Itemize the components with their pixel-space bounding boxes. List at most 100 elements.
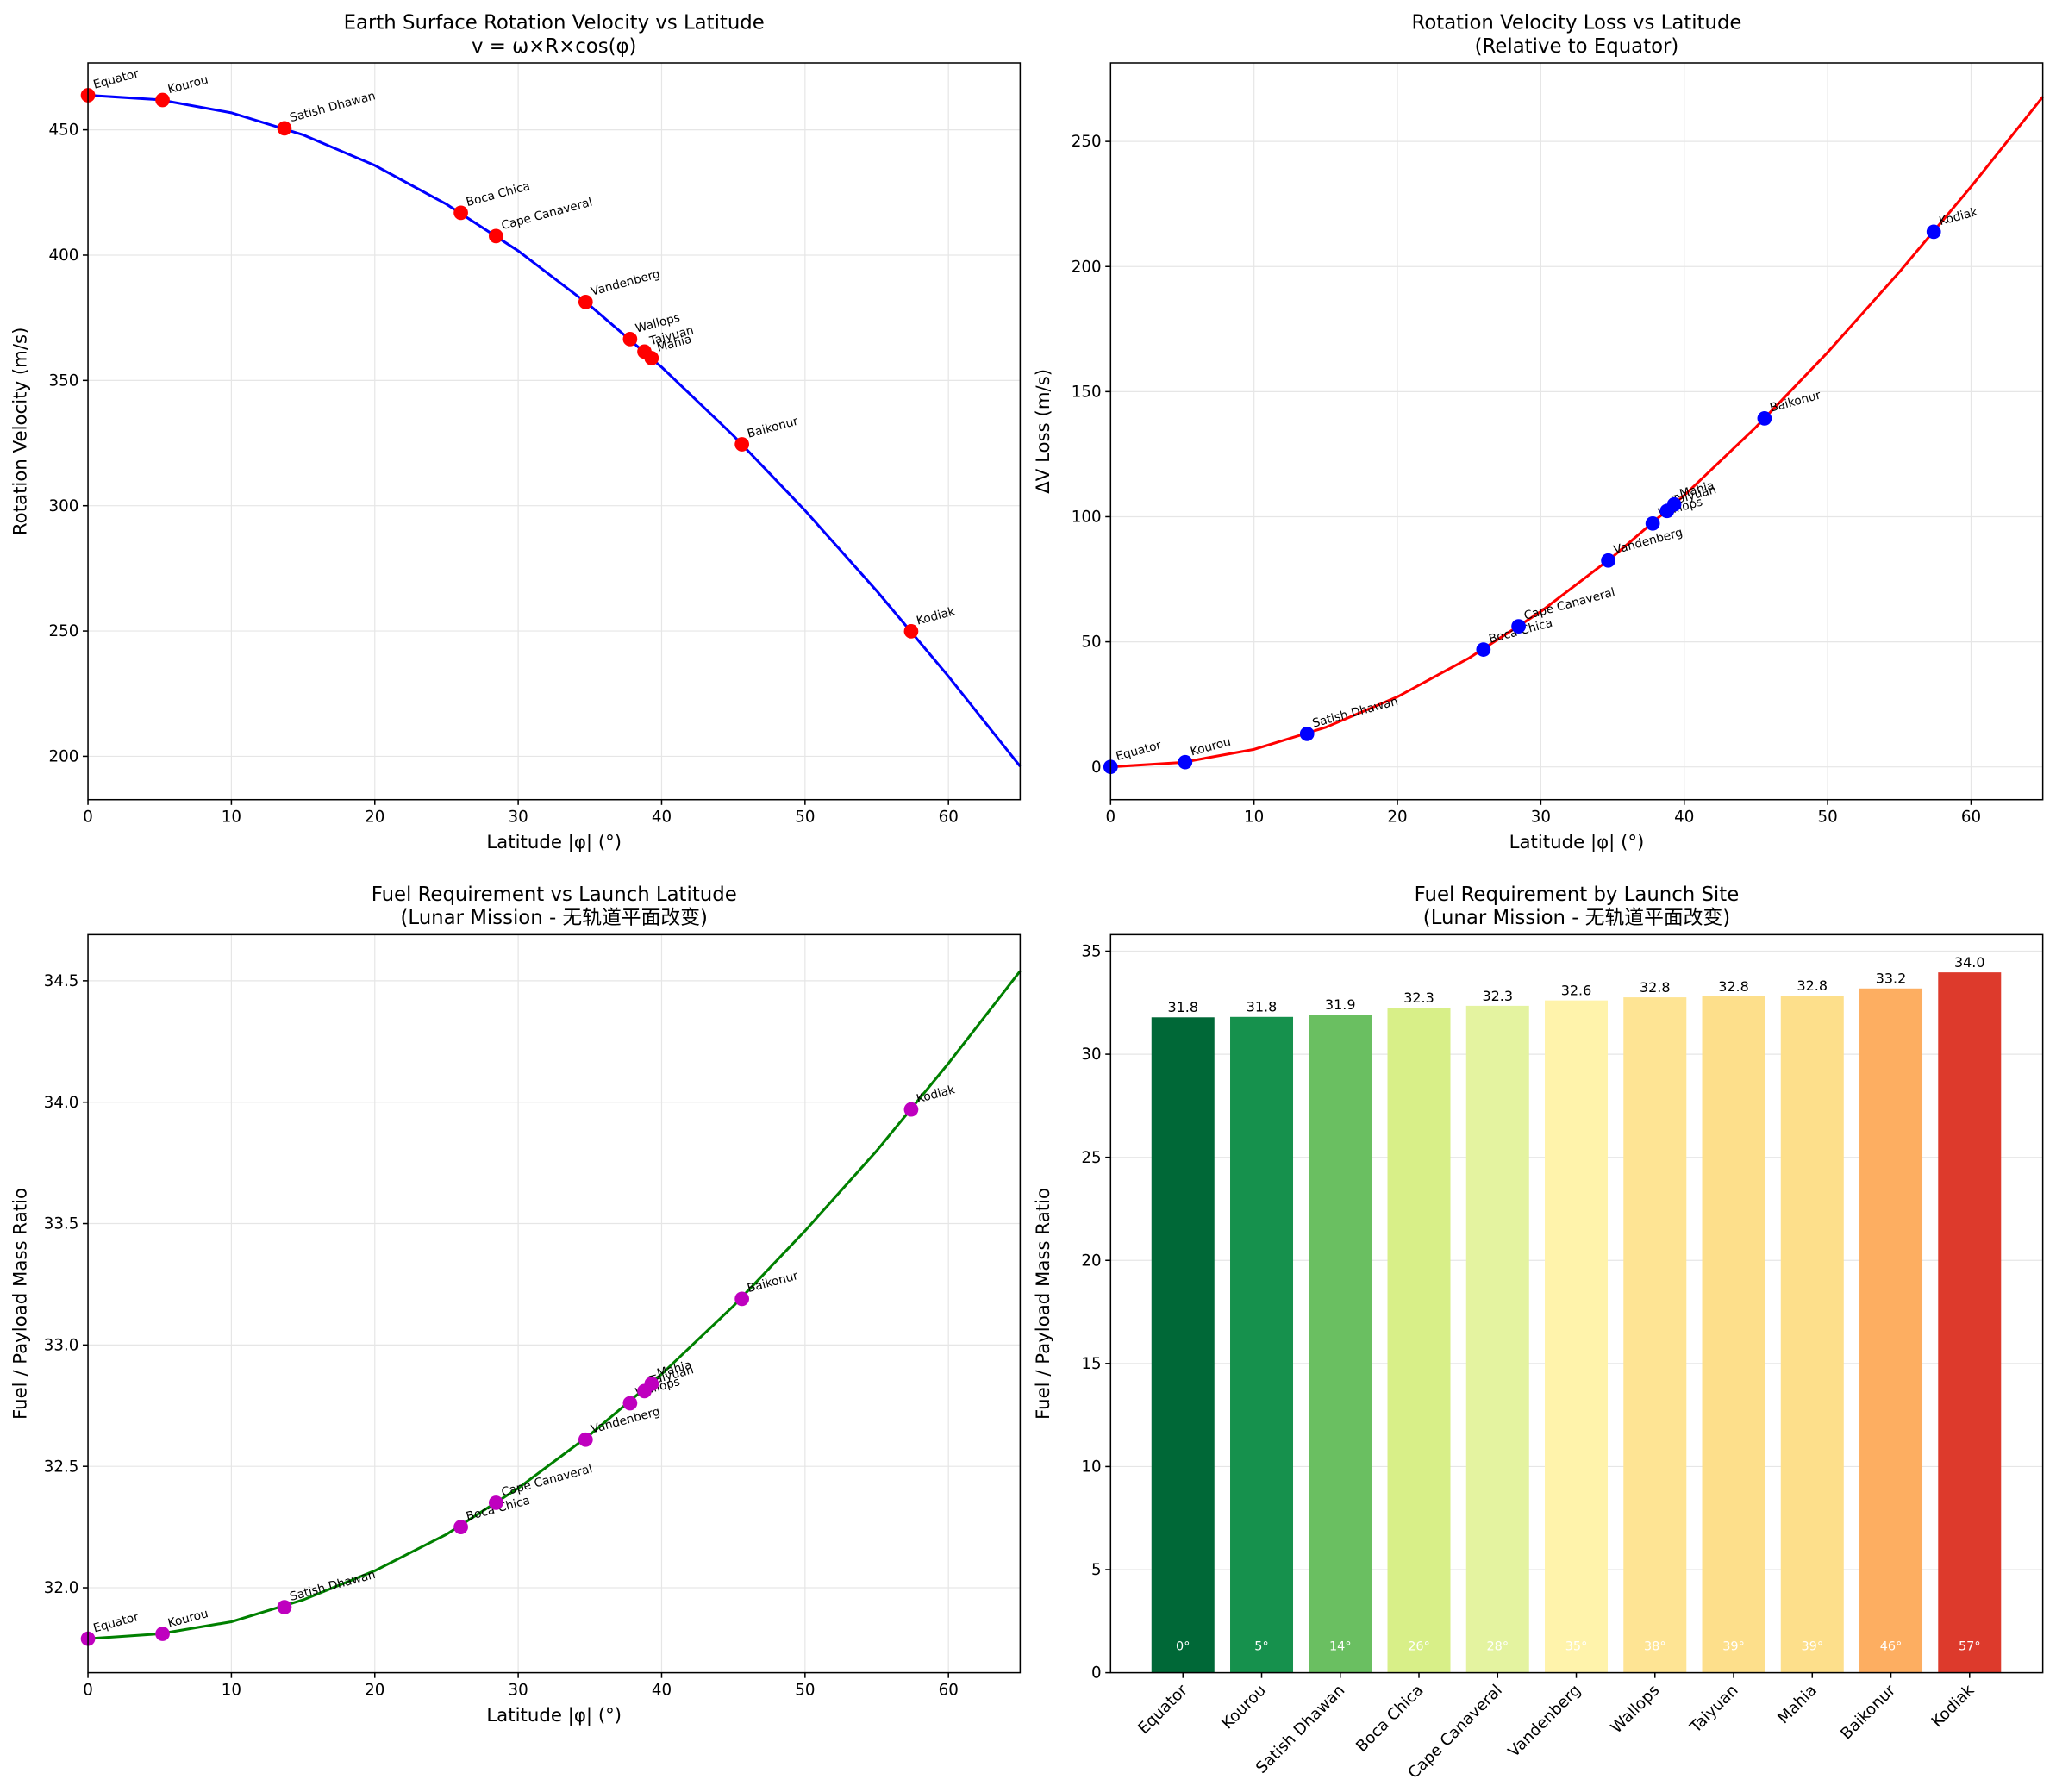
x-tick-label: 20: [365, 1681, 384, 1699]
point: [578, 1432, 593, 1447]
y-tick-label: 200: [49, 748, 79, 766]
bar-latitude-label: 35°: [1565, 1640, 1588, 1654]
point-annotation: Kourou: [166, 72, 209, 97]
y-tick-label: 33.0: [44, 1336, 79, 1354]
y-tick-label: 35: [1081, 943, 1101, 961]
x-tick-label: 50: [1817, 809, 1837, 827]
x-tick-label: 0: [83, 809, 93, 827]
x-tick-label: 20: [365, 809, 384, 827]
x-tick-label: 50: [795, 809, 815, 827]
bar-value-label: 32.3: [1403, 990, 1434, 1006]
x-tick-label: 40: [652, 809, 672, 827]
x-tick-label: Baikonur: [1837, 1681, 1899, 1743]
point-annotation: Equator: [92, 66, 141, 91]
x-axis-label: Latitude |φ| (°): [1509, 832, 1645, 853]
point-annotation: Vandenberg: [1612, 526, 1684, 558]
point: [1601, 553, 1615, 568]
bar-value-label: 32.8: [1640, 979, 1671, 996]
point: [734, 437, 750, 452]
chart-subtitle: (Relative to Equator): [1475, 35, 1679, 58]
bar: [1780, 996, 1844, 1673]
bar: [1859, 988, 1923, 1673]
x-tick-label: Equator: [1134, 1681, 1191, 1738]
y-tick-label: 0: [1091, 1664, 1102, 1683]
point: [1511, 619, 1526, 634]
y-tick-label: 30: [1081, 1046, 1101, 1064]
curve: [1110, 96, 2044, 769]
y-tick-label: 350: [49, 372, 79, 390]
point-annotation: Cape Canaveral: [500, 196, 594, 234]
point: [1666, 496, 1682, 512]
bar-value-label: 33.2: [1876, 971, 1907, 987]
bar-latitude-label: 39°: [1801, 1640, 1823, 1654]
x-tick-label: 20: [1387, 809, 1407, 827]
point: [488, 1495, 503, 1510]
y-axis-label: ΔV Loss (m/s): [1033, 369, 1054, 494]
point-annotation: Kodiak: [915, 1083, 956, 1106]
point: [155, 92, 170, 108]
x-tick-label: 40: [1674, 809, 1694, 827]
bar-latitude-label: 26°: [1408, 1640, 1430, 1654]
x-tick-label: 10: [1244, 809, 1264, 827]
chart-subtitle: v = ω×R×cos(φ): [472, 35, 636, 58]
bar-value-label: 32.3: [1483, 988, 1514, 1004]
y-axis-label: Rotation Velocity (m/s): [10, 328, 32, 536]
x-tick-label: 10: [222, 809, 241, 827]
x-tick-label: 60: [1961, 809, 1981, 827]
bar-value-label: 32.8: [1797, 977, 1828, 994]
point-annotation: Kodiak: [915, 604, 956, 628]
x-axis-label: Latitude |φ| (°): [486, 1705, 622, 1726]
bar-value-label: 32.6: [1561, 983, 1592, 999]
chart-title: Earth Surface Rotation Velocity vs Latit…: [344, 11, 765, 34]
bar: [1545, 1000, 1609, 1673]
chart-title: Fuel Requirement by Launch Site: [1415, 884, 1740, 906]
bar-latitude-label: 46°: [1880, 1640, 1903, 1654]
bar: [1309, 1015, 1372, 1673]
bar-value-label: 34.0: [1954, 954, 1985, 971]
point-annotation: Baikonur: [746, 1269, 800, 1296]
chart-subtitle: (Lunar Mission - 无轨道平面改变): [1423, 907, 1730, 929]
x-tick-label: 60: [939, 1681, 959, 1699]
x-axis-label: Latitude |φ| (°): [486, 832, 622, 853]
y-tick-label: 100: [1072, 509, 1102, 527]
bar-latitude-label: 5°: [1254, 1640, 1268, 1654]
y-tick-label: 150: [1072, 383, 1102, 401]
bar: [1230, 1016, 1294, 1673]
bar-value-label: 31.8: [1247, 999, 1278, 1015]
x-tick-label: 30: [509, 1681, 528, 1699]
point: [1178, 754, 1193, 770]
y-tick-label: 32.5: [44, 1458, 79, 1476]
y-tick-label: 15: [1081, 1355, 1101, 1373]
bar: [1465, 1005, 1529, 1673]
y-tick-label: 0: [1091, 759, 1102, 777]
point: [1476, 642, 1491, 657]
point-annotation: Equator: [1115, 739, 1163, 764]
y-tick-label: 250: [49, 622, 79, 640]
x-tick-label: Vandenberg: [1505, 1682, 1584, 1761]
point: [644, 351, 659, 365]
point-annotation: Vandenberg: [590, 1405, 662, 1437]
bar-latitude-label: 28°: [1486, 1640, 1509, 1654]
bar-value-label: 32.8: [1718, 978, 1749, 995]
point: [578, 294, 593, 309]
y-tick-label: 34.0: [44, 1094, 79, 1112]
point: [1926, 224, 1941, 240]
y-tick-label: 25: [1081, 1149, 1101, 1167]
curve: [87, 970, 1022, 1640]
plot-frame: [1109, 933, 2044, 1674]
chart-title: Fuel Requirement vs Launch Latitude: [372, 884, 737, 906]
bar-value-label: 31.9: [1325, 996, 1356, 1013]
plot-frame: [1109, 62, 2044, 801]
y-tick-label: 10: [1081, 1458, 1101, 1477]
bar: [1702, 996, 1765, 1673]
point: [488, 228, 503, 244]
x-tick-label: Wallops: [1608, 1682, 1664, 1738]
y-tick-label: 200: [1072, 258, 1102, 276]
bar: [1938, 972, 2002, 1673]
bar-value-label: 31.8: [1167, 999, 1198, 1015]
x-tick-label: 50: [795, 1681, 815, 1699]
x-tick-label: 60: [939, 809, 959, 827]
point-annotation: Satish Dhawan: [1311, 695, 1400, 731]
y-tick-label: 20: [1081, 1252, 1101, 1270]
y-tick-label: 5: [1091, 1561, 1102, 1579]
